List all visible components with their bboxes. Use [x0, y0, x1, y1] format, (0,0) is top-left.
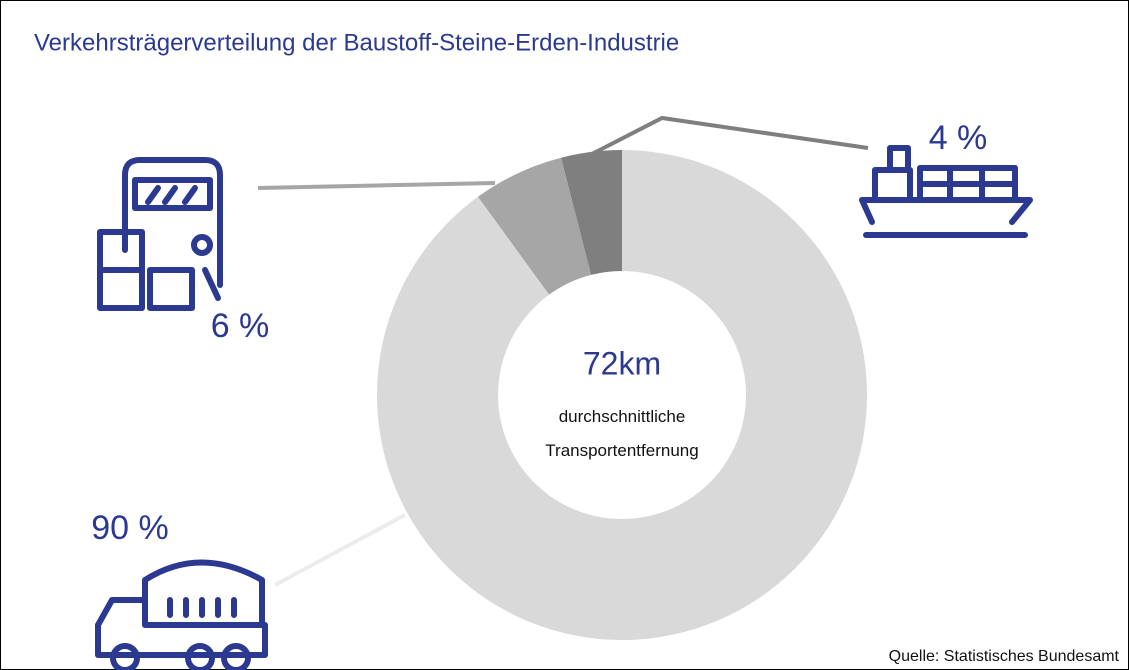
source: Quelle: Statistisches Bundesamt: [889, 648, 1120, 665]
center-label: durchschnittliche Transportentfernung: [545, 407, 699, 460]
donut-slice: [561, 150, 622, 275]
truck-icon: [95, 559, 268, 670]
value-label: 6 %: [211, 307, 270, 345]
leader-line: [589, 115, 869, 157]
chart-title: Verkehrsträgerverteilung der Baustoff-St…: [34, 29, 679, 56]
value-label: 4 %: [929, 119, 988, 157]
ship-icon: [859, 145, 1033, 238]
center-value: 72km: [583, 345, 661, 381]
donut-slice: [477, 157, 592, 295]
leader-line: [257, 181, 496, 190]
donut-slice: [376, 150, 868, 640]
value-label: 90 %: [91, 509, 169, 547]
leader-line: [274, 513, 406, 587]
train-icon: [97, 157, 223, 311]
donut: [376, 150, 868, 640]
